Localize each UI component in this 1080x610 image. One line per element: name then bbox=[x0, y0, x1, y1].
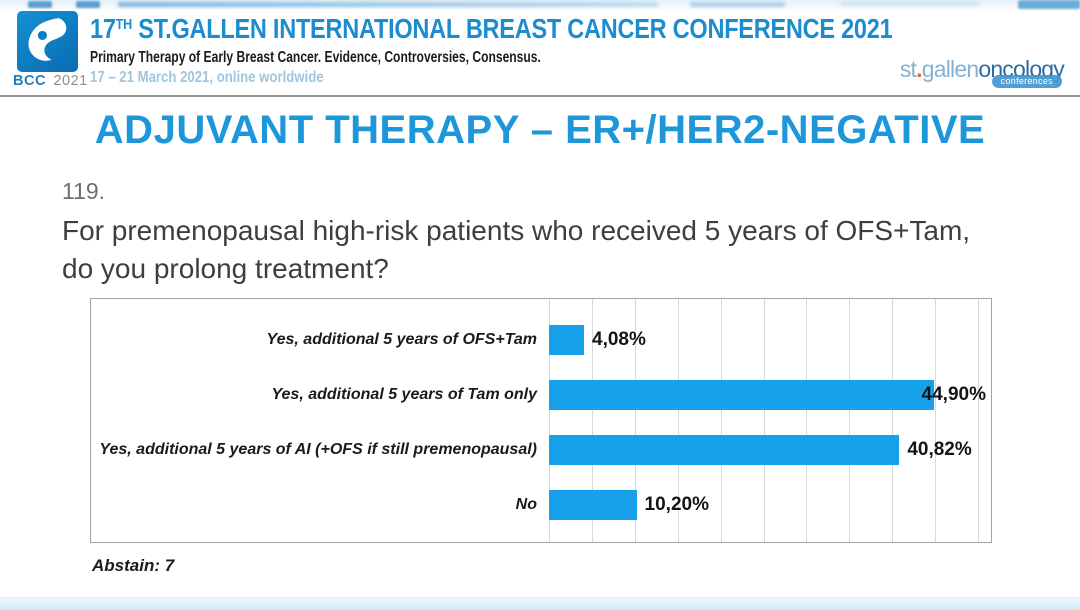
grid-layer bbox=[91, 299, 991, 542]
bcc-logo-caption: BCC 2021 bbox=[13, 73, 93, 89]
gridline bbox=[806, 299, 808, 542]
bcc-text: BCC bbox=[13, 73, 46, 89]
bcc-year: 2021 bbox=[53, 73, 88, 89]
chart-rows: Yes, additional 5 years of OFS+Tam 4,08% Y… bbox=[91, 299, 991, 542]
conference-title-text: ST.GALLEN INTERNATIONAL BREAST CANCER CO… bbox=[131, 13, 893, 44]
conference-title-ordinal: TH bbox=[115, 16, 133, 33]
gridline bbox=[549, 299, 550, 542]
abstain-note: Abstain: 7 bbox=[92, 556, 175, 575]
conferences-badge: conferences bbox=[991, 75, 1062, 88]
bar bbox=[549, 324, 585, 355]
conference-dates: 17 – 21 March 2021, online worldwide bbox=[90, 69, 324, 86]
header-divider bbox=[0, 95, 1080, 97]
bar-category-label: Yes, additional 5 years of AI (+OFS if s… bbox=[99, 440, 537, 458]
gridline bbox=[935, 299, 937, 542]
bar-category-label: No bbox=[515, 495, 537, 513]
swan-drop-icon bbox=[28, 18, 67, 61]
bar-category-label: Yes, additional 5 years of Tam only bbox=[271, 385, 537, 403]
gridline bbox=[849, 299, 851, 542]
top-glitch-strip bbox=[0, 0, 1080, 9]
bar-row: Yes, additional 5 years of OFS+Tam 4,08% bbox=[91, 312, 991, 367]
bar-row: Yes, additional 5 years of AI (+OFS if s… bbox=[91, 422, 991, 477]
bar-value-label: 40,82% bbox=[907, 438, 972, 460]
wordmark-gallen: gallen bbox=[921, 56, 979, 82]
question-number: 119. bbox=[62, 178, 106, 204]
gridline bbox=[978, 299, 980, 542]
bar-category-label: Yes, additional 5 years of OFS+Tam bbox=[266, 330, 537, 348]
bar bbox=[549, 489, 637, 520]
slide-title: ADJUVANT THERAPY – ER+/HER2-NEGATIVE bbox=[94, 108, 986, 152]
wordmark-dot: . bbox=[916, 56, 922, 82]
bcc-logo-icon bbox=[17, 11, 78, 72]
gridline bbox=[763, 299, 765, 542]
bar-row: No 10,20% bbox=[91, 477, 991, 532]
gridline bbox=[677, 299, 679, 542]
glitch-artifact bbox=[76, 1, 100, 8]
chart-frame: Yes, additional 5 years of OFS+Tam 4,08% Y… bbox=[90, 298, 992, 543]
gridline bbox=[720, 299, 722, 542]
gridline bbox=[591, 299, 593, 542]
conference-title: 17TH ST.GALLEN INTERNATIONAL BREAST CANC… bbox=[90, 13, 893, 45]
bar-value-label: 10,20% bbox=[644, 493, 709, 515]
gridline bbox=[634, 299, 636, 542]
bar bbox=[549, 379, 935, 410]
conference-title-number: 17 bbox=[90, 13, 116, 44]
glitch-artifact bbox=[28, 1, 52, 8]
bottom-strip bbox=[0, 597, 1080, 610]
question-line2: do you prolong treatment? bbox=[62, 253, 389, 284]
conference-subtitle: Primary Therapy of Early Breast Cancer. … bbox=[90, 49, 541, 66]
glitch-artifact bbox=[118, 2, 658, 7]
question-text: For premenopausal high-risk patients who… bbox=[62, 212, 970, 288]
glitch-artifact bbox=[690, 2, 785, 7]
gridline bbox=[892, 299, 894, 542]
wordmark-st: st bbox=[899, 56, 917, 82]
bar-value-label: 4,08% bbox=[592, 328, 646, 350]
question-line1: For premenopausal high-risk patients who… bbox=[62, 215, 971, 246]
bar-value-label: 44,90% bbox=[921, 383, 986, 405]
bar bbox=[549, 434, 900, 465]
glitch-artifact bbox=[1018, 0, 1080, 9]
bar-row: Yes, additional 5 years of Tam only 44,90… bbox=[91, 367, 991, 422]
glitch-artifact bbox=[840, 2, 980, 6]
stgallen-oncology-logo: st.gallenoncology conferences bbox=[864, 56, 1065, 94]
